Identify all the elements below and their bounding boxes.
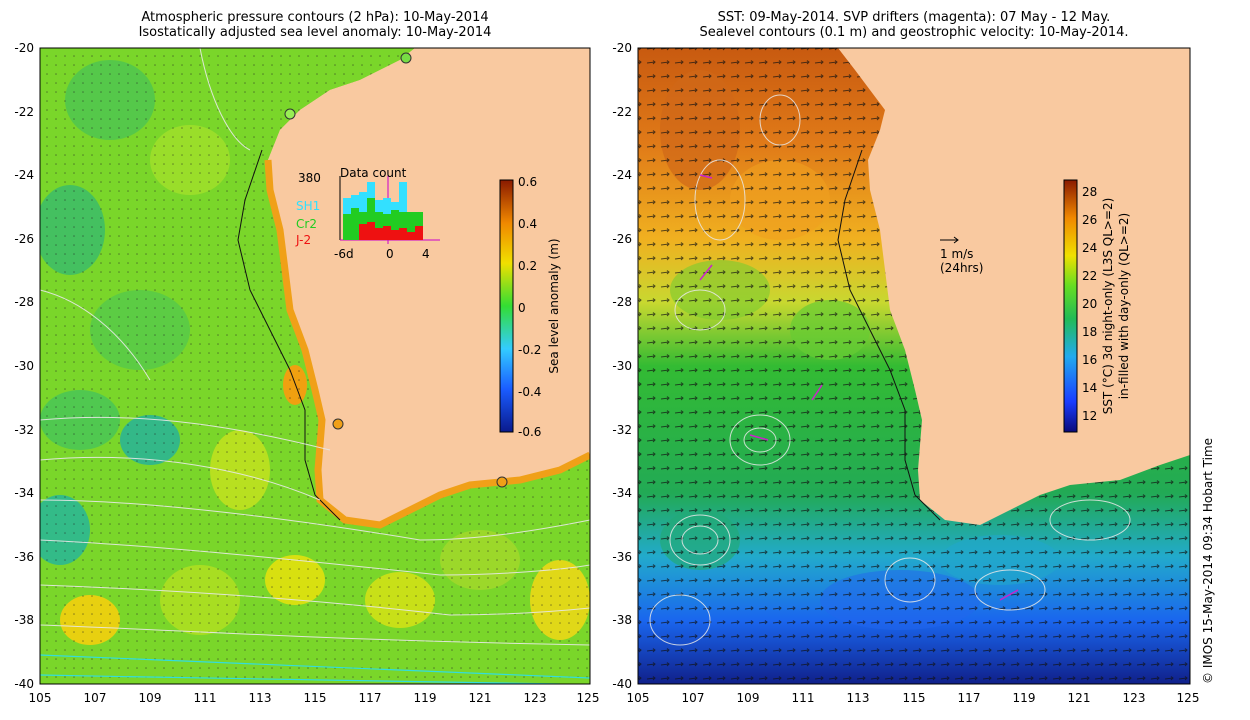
sla-colorbar-label: Sea level anomaly (m) [547,238,561,373]
sla-tick-1: 0.4 [518,217,537,231]
right-x-tick: 107 [682,691,705,705]
right-map [638,48,1190,684]
sst-tick-0: 28 [1082,185,1097,199]
right-x-tick: 111 [792,691,815,705]
right-title-line1: SST: 09-May-2014. SVP drifters (magenta)… [717,10,1111,25]
left-y-tick: -34 [14,486,34,500]
left-y-tick: -20 [14,41,34,55]
svp-drifter-tracks [699,174,1019,601]
right-y-tick: -22 [612,105,632,119]
right-x-tick: 117 [958,691,981,705]
sst-tick-2: 24 [1082,241,1097,255]
inset-xtick-0: -6d [334,247,354,261]
left-x-tick: 119 [414,691,437,705]
sst-colorbar-label-line2: in-filled with day-only (QL>=2) [1117,213,1131,399]
left-x-tick: 105 [29,691,52,705]
right-title: SST: 09-May-2014. SVP drifters (magenta)… [638,10,1190,40]
right-x-tick: 113 [847,691,870,705]
left-y-tick: -22 [14,105,34,119]
right-title-line2: Sealevel contours (0.1 m) and geostrophi… [699,25,1129,40]
left-y-tick: -36 [14,550,34,564]
inset-xtick-1: 0 [386,247,394,261]
left-x-tick: 121 [469,691,492,705]
sst-tick-1: 26 [1082,213,1097,227]
right-y-tick: -36 [612,550,632,564]
tide-gauge-markers [284,52,508,488]
sst-tick-7: 14 [1082,381,1097,395]
scale-arrow-sublabel: (24hrs) [940,261,983,275]
left-y-tick: -26 [14,232,34,246]
left-y-tick: -24 [14,168,34,182]
right-map-frame [637,47,1191,685]
right-x-tick: 119 [1013,691,1036,705]
right-x-tick: 125 [1177,691,1200,705]
right-y-tick: -30 [612,359,632,373]
right-x-tick: 109 [737,691,760,705]
left-x-tick: 117 [359,691,382,705]
sst-tick-3: 22 [1082,269,1097,283]
sla-tick-0: 0.6 [518,175,537,189]
inset-legend-cr2: Cr2 [296,217,317,231]
left-title: Atmospheric pressure contours (2 hPa): 1… [40,10,590,40]
right-y-tick: -38 [612,613,632,627]
left-x-tick: 125 [577,691,600,705]
inset-legend-j2: J-2 [295,233,311,247]
right-y-tick: -20 [612,41,632,55]
scale-arrow [940,236,959,244]
sst-colorbar-label-line1: SST (°C) 3d night-only (L3S QL>=2) [1101,198,1115,415]
inset-max-label: 380 [298,171,321,185]
left-y-tick: -32 [14,423,34,437]
right-x-axis: 105 107 109 111 113 115 117 119 121 123 … [627,691,1200,705]
sla-tick-4: -0.2 [518,343,541,357]
left-y-tick: -28 [14,295,34,309]
sla-tick-5: -0.4 [518,385,541,399]
inset-bars [343,182,423,240]
sla-tick-6: -0.6 [518,425,541,439]
left-x-tick: 109 [139,691,162,705]
right-y-tick: -32 [612,423,632,437]
sst-tick-6: 16 [1082,353,1097,367]
left-x-tick: 115 [304,691,327,705]
left-x-tick: 123 [524,691,547,705]
left-x-tick: 107 [84,691,107,705]
right-y-tick: -40 [612,677,632,691]
left-x-tick: 113 [249,691,272,705]
right-y-axis: -20 -22 -24 -26 -28 -30 -32 -34 -36 -38 … [612,41,632,691]
right-x-tick: 115 [903,691,926,705]
left-y-tick: -40 [14,677,34,691]
sla-tick-2: 0.2 [518,259,537,273]
sla-colorbar: 0.6 0.4 0.2 0 -0.2 -0.4 -0.6 Sea level a… [499,175,561,439]
right-y-tick: -28 [612,295,632,309]
left-x-axis: 105 107 109 111 113 115 117 119 121 123 … [29,691,600,705]
left-title-line2: Isostatically adjusted sea level anomaly… [138,25,492,40]
inset-legend-sh1: SH1 [296,199,320,213]
scale-arrow-label: 1 m/s [940,247,973,261]
left-y-axis: -20 -22 -24 -26 -28 -30 -32 -34 -36 -38 … [14,41,34,691]
left-y-tick: -30 [14,359,34,373]
right-x-tick: 105 [627,691,650,705]
inset-xtick-2: 4 [422,247,430,261]
left-y-tick: -38 [14,613,34,627]
right-y-tick: -26 [612,232,632,246]
data-count-inset: 380 Data count SH1 Cr2 J-2 -6d 0 4 [295,166,440,261]
sst-colorbar: 28 26 24 22 20 18 16 14 12 SST (°C) 3d n… [1063,179,1131,433]
inset-title: Data count [340,166,407,180]
sst-tick-4: 20 [1082,297,1097,311]
left-x-tick: 111 [194,691,217,705]
right-y-tick: -24 [612,168,632,182]
right-y-tick: -34 [612,486,632,500]
right-x-tick: 123 [1123,691,1146,705]
right-x-tick: 121 [1068,691,1091,705]
sla-tick-3: 0 [518,301,526,315]
imos-credit: © IMOS 15-May-2014 09:34 Hobart Time [1201,438,1215,684]
left-map-frame [39,47,591,685]
sst-tick-5: 18 [1082,325,1097,339]
sst-tick-8: 12 [1082,409,1097,423]
left-title-line1: Atmospheric pressure contours (2 hPa): 1… [141,10,489,25]
